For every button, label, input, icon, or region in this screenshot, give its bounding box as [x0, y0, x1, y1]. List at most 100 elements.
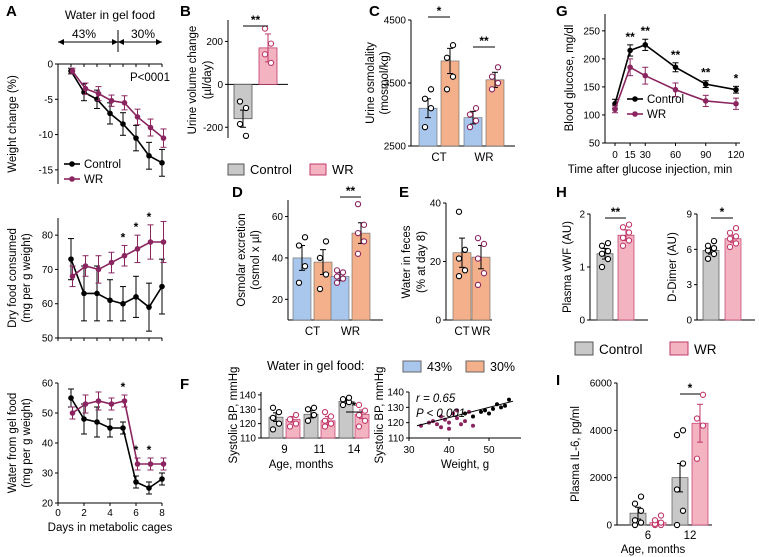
- a-header-title: Water in gel food: [65, 8, 155, 22]
- h-vwf-point: [625, 221, 633, 228]
- i-point: [679, 507, 687, 514]
- i-ylabel: Plasma IL-6, pg/ml: [570, 406, 582, 502]
- f-sig: *: [352, 399, 357, 413]
- c-point: [427, 86, 435, 93]
- a-gel-ylabel2: (mg per g weight): [21, 398, 33, 488]
- a-gel-point-control: [133, 479, 139, 485]
- e-tick-label: 0: [435, 316, 441, 327]
- legend-wr-label: WR: [84, 174, 103, 186]
- h-dd-point: [726, 229, 734, 236]
- c-point: [488, 73, 496, 80]
- a-weight-point-control: [107, 110, 113, 117]
- c-tick-label: 4500: [384, 16, 407, 27]
- panel-label-E: E: [399, 184, 409, 201]
- i-point: [693, 415, 701, 422]
- e-point: [474, 281, 482, 289]
- h-dd-bar: [724, 238, 742, 321]
- h-dd-point: [710, 245, 718, 252]
- f-point: [269, 404, 277, 411]
- g-point-wr: [672, 86, 679, 93]
- h-legend-control-label: Control: [599, 342, 643, 357]
- b-point: [236, 120, 244, 128]
- a-weight-point-wr: [69, 68, 76, 74]
- g-tick-label: 200: [583, 54, 600, 65]
- h-vwf-ylabel: Plasma vWF (AU): [562, 221, 574, 313]
- h-dd-tick-label: 3: [686, 280, 692, 291]
- c-point: [494, 79, 502, 87]
- d-sig: **: [346, 184, 356, 198]
- e-ylabel2: (% at day 8): [416, 231, 428, 293]
- c-point: [472, 105, 480, 112]
- sig-star: *: [121, 230, 126, 244]
- fs-point-control: [491, 406, 495, 411]
- i-point: [679, 427, 687, 434]
- f-xlabel: Age, months: [269, 459, 334, 471]
- b-point: [261, 25, 269, 32]
- a-weight-point-wr: [121, 100, 128, 106]
- fs-point-control: [487, 411, 491, 416]
- panel-label-C: C: [369, 3, 380, 20]
- f-point: [321, 408, 329, 416]
- fs-p-text: P < 0.001: [416, 408, 465, 420]
- a-weight-point-wr: [95, 90, 102, 97]
- panel-label-D: D: [232, 184, 243, 201]
- a-dry-point-wr: [147, 239, 154, 245]
- d-tick-label: 20: [272, 295, 284, 306]
- fs-point-control: [507, 397, 511, 402]
- f-point: [321, 423, 329, 430]
- d-point: [322, 271, 330, 278]
- a-gel-point-wr: [95, 398, 102, 404]
- h-vwf-sig: **: [611, 205, 621, 219]
- a-weight-tick-label: 0: [47, 60, 53, 71]
- a-gel-xtick-label: 6: [133, 508, 139, 519]
- e-point: [455, 255, 463, 262]
- f-group-label: 11: [314, 444, 326, 456]
- i-group-label: 12: [684, 530, 697, 542]
- g-xtick-label: 30: [640, 150, 652, 161]
- a-gel-xtick-label: 4: [107, 508, 113, 519]
- g-point-control: [702, 81, 709, 87]
- fs-point-wr: [439, 414, 443, 419]
- f-point: [286, 416, 294, 423]
- i-tick-label: 2000: [590, 473, 613, 484]
- f-point: [327, 413, 335, 420]
- h-vwf-tick-label: 2: [579, 210, 585, 221]
- a-dry-point-wr: [134, 246, 141, 252]
- g-xtick-label: 15: [625, 150, 637, 161]
- h-dd-sig: *: [720, 205, 725, 219]
- g-legend-wr-marker: [632, 111, 638, 117]
- a-dry-tick-label: 50: [42, 334, 54, 345]
- d-ylabel: Osmolar excretion: [236, 213, 248, 306]
- a-weight-pval: P<0001: [130, 72, 170, 84]
- d-point: [333, 273, 341, 280]
- fs-point-wr: [451, 411, 455, 416]
- fs-point-control: [503, 403, 507, 408]
- f-group-label: 14: [348, 444, 361, 456]
- a-gel-point-control: [68, 395, 74, 401]
- panel-label-I: I: [556, 372, 560, 389]
- a-dry-tick-label: 80: [42, 231, 54, 242]
- f-point: [286, 423, 294, 430]
- a-weight-ylabel: Weight change (%): [7, 75, 19, 173]
- h-vwf-point: [598, 250, 606, 257]
- d-point: [316, 254, 324, 262]
- i-point: [699, 422, 707, 429]
- a-dry-point-wr: [82, 263, 89, 269]
- a-weight-line-control: [70, 70, 163, 164]
- h-legend-wr-swatch: [669, 341, 689, 356]
- g-legend-wr-label: WR: [647, 109, 666, 121]
- b-point: [242, 104, 250, 112]
- i-point: [679, 460, 687, 467]
- a-phase2-label: 30%: [131, 27, 155, 41]
- a-gel-point-control: [120, 425, 126, 431]
- h-dd-point: [710, 237, 718, 245]
- d-point: [360, 221, 368, 228]
- d-point: [354, 200, 362, 208]
- fs-ylabel: Systolic BP, mmHg: [374, 367, 386, 464]
- b-legend-wr-swatch: [309, 163, 327, 176]
- e-point: [455, 272, 463, 280]
- fs-point-wr: [439, 425, 443, 430]
- h-vwf-point: [604, 247, 612, 255]
- fs-point-wr: [459, 422, 463, 427]
- panel-label-F: F: [180, 376, 189, 393]
